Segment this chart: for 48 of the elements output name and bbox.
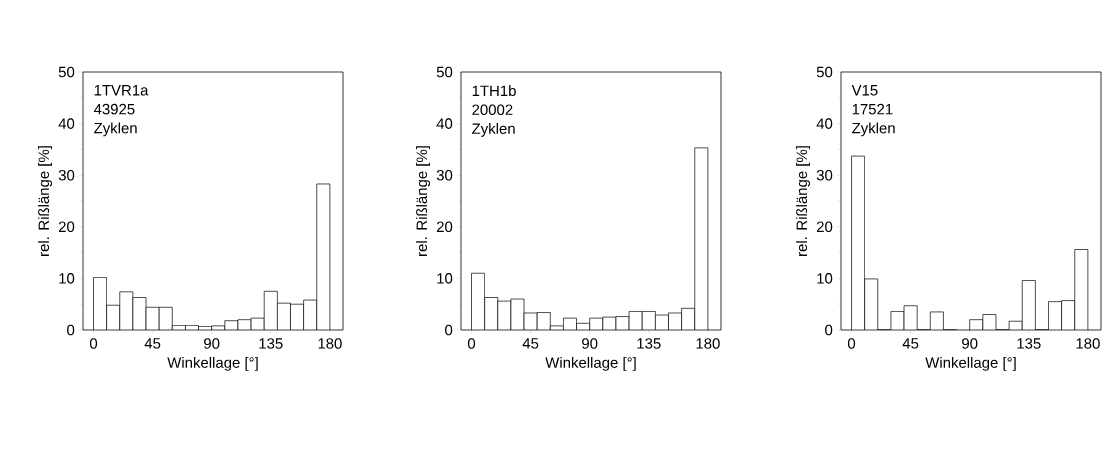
- x-tick-label: 45: [902, 338, 919, 349]
- x-tick-label: 0: [89, 338, 98, 349]
- annotation: 1TH1b: [472, 85, 516, 97]
- x-tick-label: 45: [522, 338, 539, 349]
- x-tick-label: 135: [1017, 338, 1041, 349]
- x-tick-label: 0: [467, 338, 476, 349]
- y-tick-label: 50: [58, 66, 75, 78]
- y-tick-label: 20: [436, 221, 453, 233]
- y-tick-label: 40: [58, 118, 75, 129]
- annotation: V15: [851, 85, 878, 96]
- y-tick-label: 20: [58, 221, 75, 233]
- annotation: 17521: [852, 103, 893, 115]
- x-tick-label: 135: [259, 338, 283, 349]
- x-tick-label: 0: [847, 338, 856, 349]
- annotation: Zyklen: [852, 122, 895, 137]
- annotation: Zyklen: [94, 122, 137, 137]
- x-axis-title: Winkellage [°]: [545, 356, 636, 371]
- y-tick-label: 50: [816, 66, 833, 78]
- y-tick-label: 30: [58, 169, 75, 181]
- x-tick-label: 180: [696, 338, 720, 349]
- annotation: 1TVR1a: [94, 85, 149, 96]
- y-tick-label: 50: [436, 66, 453, 78]
- y-tick-label: 10: [817, 273, 833, 284]
- annotation: Zyklen: [472, 122, 515, 137]
- y-tick-label: 20: [816, 221, 833, 233]
- annotation: 43925: [93, 103, 135, 115]
- y-axis-title: rel. Rißlänge [%]: [796, 146, 811, 256]
- x-tick-label: 180: [318, 338, 342, 349]
- x-tick-label: 45: [144, 338, 161, 349]
- y-tick-label: 0: [825, 324, 833, 336]
- y-tick-label: 0: [445, 324, 453, 336]
- y-tick-label: 40: [436, 118, 453, 129]
- y-tick-label: 10: [59, 273, 75, 284]
- y-axis-title: rel. Rißlänge [%]: [416, 146, 431, 256]
- y-tick-label: 40: [816, 118, 833, 129]
- x-tick-label: 90: [962, 338, 978, 349]
- x-tick-label: 90: [582, 338, 598, 349]
- y-tick-label: 30: [436, 169, 453, 181]
- x-tick-label: 90: [204, 338, 220, 349]
- x-axis-title: Winkellage [°]: [925, 356, 1016, 371]
- annotation: 20002: [472, 104, 513, 115]
- y-tick-label: 30: [816, 169, 833, 181]
- x-tick-label: 180: [1076, 338, 1100, 349]
- y-tick-label: 0: [67, 324, 75, 336]
- x-tick-label: 135: [637, 338, 661, 349]
- y-axis-title: rel. Rißlänge [%]: [38, 146, 53, 256]
- y-tick-label: 10: [437, 273, 453, 284]
- x-axis-title: Winkellage [°]: [167, 356, 258, 371]
